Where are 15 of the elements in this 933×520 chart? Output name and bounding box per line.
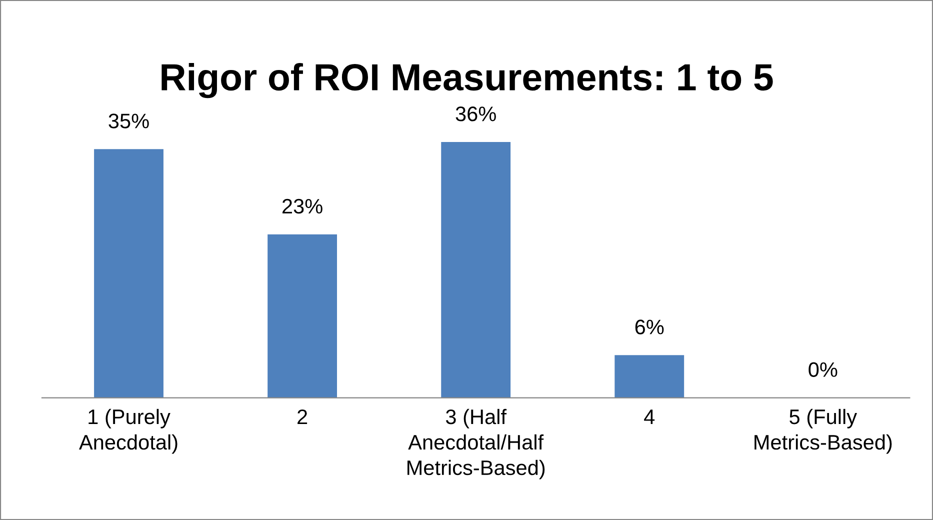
x-tick-label: 2	[298, 409, 308, 424]
bar	[441, 142, 511, 398]
bar	[268, 234, 337, 398]
data-label: 23%	[282, 198, 322, 214]
x-tick-label: 5 (Fully Metrics-Based)	[754, 408, 892, 454]
data-label: 36%	[456, 106, 496, 122]
bar	[614, 355, 684, 398]
x-tick-label: 1 (Purely Anecdotal)	[79, 408, 178, 454]
x-tick-label: 3 (Half Anecdotal/Half Metrics-Based)	[408, 408, 545, 480]
bar	[94, 149, 164, 398]
chart-title: Rigor of ROI Measurements: 1 to 5	[162, 63, 773, 98]
x-tick-label: 4	[644, 410, 655, 424]
data-label: 35%	[108, 114, 149, 128]
data-label: 6%	[635, 320, 664, 334]
data-label: 0%	[808, 362, 838, 378]
